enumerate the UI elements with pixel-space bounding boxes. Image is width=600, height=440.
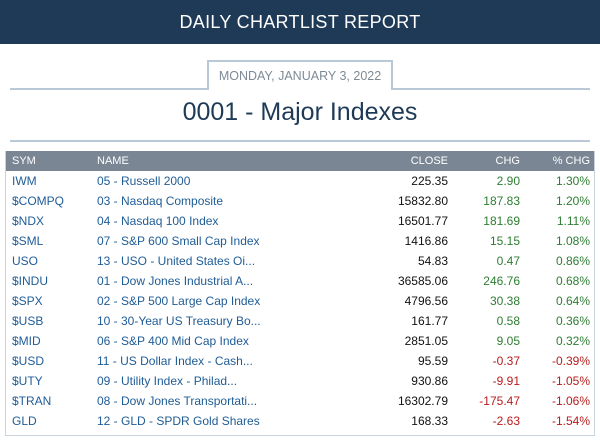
change-value: 0.47	[496, 254, 520, 268]
table-row[interactable]: IWM 05 - Russell 2000 225.35 2.90 1.30%	[6, 171, 594, 191]
symbol-link[interactable]: $UTY	[12, 374, 43, 388]
date-tab-bar: MONDAY, JANUARY 3, 2022	[10, 60, 590, 90]
close-value: 225.35	[411, 174, 448, 188]
table-body: IWM 05 - Russell 2000 225.35 2.90 1.30% $COMP…	[6, 171, 594, 431]
symbol-link[interactable]: USO	[12, 254, 39, 268]
symbol-link[interactable]: $USB	[12, 314, 44, 328]
percent-change-value: 0.36%	[555, 314, 590, 328]
percent-change-value: 0.32%	[555, 334, 590, 348]
symbol-link[interactable]: $MID	[12, 334, 41, 348]
name-link[interactable]: 03 - Nasdaq Composite	[97, 194, 224, 208]
change-value: -0.37	[492, 354, 520, 368]
report-header-title: DAILY CHARTLIST REPORT	[179, 11, 421, 32]
percent-change-value: 1.11%	[556, 214, 590, 228]
change-value: 15.15	[489, 234, 520, 248]
name-link[interactable]: 01 - Dow Jones Industrial A...	[97, 274, 254, 288]
change-value: -9.91	[492, 374, 520, 388]
close-value: 1416.86	[404, 234, 448, 248]
table-row[interactable]: $USD 11 - US Dollar Index - Cash... 95.59 -…	[6, 351, 594, 371]
symbol-link[interactable]: $USD	[12, 354, 45, 368]
symbol-link[interactable]: $INDU	[12, 274, 49, 288]
table-row[interactable]: $NDX 04 - Nasdaq 100 Index 16501.77 181.69 1…	[6, 211, 594, 231]
close-value: 54.83	[417, 254, 448, 268]
name-link[interactable]: 04 - Nasdaq 100 Index	[97, 214, 219, 228]
report-date: MONDAY, JANUARY 3, 2022	[206, 60, 394, 90]
close-value: 15832.80	[397, 194, 448, 208]
table-row[interactable]: $COMPQ 03 - Nasdaq Composite 15832.80 187.8…	[6, 191, 594, 211]
table-row[interactable]: $INDU 01 - Dow Jones Industrial A... 36585…	[6, 271, 594, 291]
change-value: 181.69	[483, 214, 520, 228]
table-row[interactable]: GLD 12 - GLD - SPDR Gold Shares 168.33 -2.6…	[6, 411, 594, 431]
percent-change-value: 0.68%	[555, 274, 590, 288]
name-link[interactable]: 09 - Utility Index - Philad...	[97, 374, 238, 388]
column-header-pct-chg[interactable]: % CHG	[552, 155, 590, 167]
symbol-link[interactable]: $TRAN	[12, 394, 52, 408]
close-value: 2851.05	[404, 334, 448, 348]
percent-change-value: -1.54%	[551, 414, 590, 428]
name-link[interactable]: 11 - US Dollar Index - Cash...	[97, 354, 253, 368]
change-value: 0.58	[496, 314, 520, 328]
name-link[interactable]: 06 - S&P 400 Mid Cap Index	[97, 334, 249, 348]
column-header-chg[interactable]: CHG	[495, 155, 520, 167]
percent-change-value: 0.86%	[555, 254, 590, 268]
page-title: 0001 - Major Indexes	[182, 98, 418, 126]
table-row[interactable]: $MID 06 - S&P 400 Mid Cap Index 2851.05 9.0…	[6, 331, 594, 351]
name-link[interactable]: 07 - S&P 600 Small Cap Index	[97, 234, 260, 248]
name-link[interactable]: 10 - 30-Year US Treasury Bo...	[97, 314, 261, 328]
symbol-link[interactable]: GLD	[12, 414, 37, 428]
table-row[interactable]: $USB 10 - 30-Year US Treasury Bo... 161.77…	[6, 311, 594, 331]
symbol-link[interactable]: IWM	[12, 174, 37, 188]
percent-change-value: 0.64%	[555, 294, 590, 308]
symbol-link[interactable]: $NDX	[12, 214, 45, 228]
percent-change-value: 1.30%	[555, 174, 590, 188]
chartlist-table: SYM NAME CLOSE CHG % CHG IWM 05 - Russell…	[5, 151, 595, 436]
percent-change-value: -1.05%	[551, 374, 590, 388]
title-divider	[10, 140, 590, 142]
close-value: 36585.06	[397, 274, 448, 288]
percent-change-value: 1.20%	[555, 194, 590, 208]
column-header-name[interactable]: NAME	[97, 155, 129, 167]
symbol-link[interactable]: $COMPQ	[12, 194, 65, 208]
table-row[interactable]: $SML 07 - S&P 600 Small Cap Index 1416.86 1…	[6, 231, 594, 251]
change-value: -175.47	[479, 394, 520, 408]
change-value: 30.38	[489, 294, 520, 308]
table-header-row: SYM NAME CLOSE CHG % CHG	[6, 151, 594, 171]
table-row[interactable]: USO 13 - USO - United States Oi... 54.83 0.…	[6, 251, 594, 271]
column-header-close[interactable]: CLOSE	[410, 155, 448, 167]
symbol-link[interactable]: $SPX	[12, 294, 43, 308]
symbol-link[interactable]: $SML	[12, 234, 44, 248]
close-value: 161.77	[411, 314, 448, 328]
table-row[interactable]: $TRAN 08 - Dow Jones Transportati... 16302…	[6, 391, 594, 411]
close-value: 95.59	[417, 354, 448, 368]
close-value: 930.86	[411, 374, 448, 388]
change-value: 187.83	[483, 194, 520, 208]
close-value: 16501.77	[397, 214, 448, 228]
column-header-sym[interactable]: SYM	[12, 155, 36, 167]
change-value: 2.90	[496, 174, 520, 188]
change-value: 9.05	[496, 334, 520, 348]
name-link[interactable]: 08 - Dow Jones Transportati...	[97, 394, 258, 408]
report-header: DAILY CHARTLIST REPORT	[0, 0, 600, 44]
change-value: 246.76	[483, 274, 520, 288]
name-link[interactable]: 02 - S&P 500 Large Cap Index	[97, 294, 261, 308]
table-row[interactable]: $UTY 09 - Utility Index - Philad... 930.86…	[6, 371, 594, 391]
close-value: 168.33	[411, 414, 448, 428]
table-row[interactable]: $SPX 02 - S&P 500 Large Cap Index 4796.56 3…	[6, 291, 594, 311]
name-link[interactable]: 05 - Russell 2000	[97, 174, 191, 188]
change-value: -2.63	[492, 414, 520, 428]
close-value: 4796.56	[404, 294, 448, 308]
percent-change-value: -1.06%	[551, 394, 590, 408]
close-value: 16302.79	[397, 394, 448, 408]
percent-change-value: 1.08%	[555, 234, 590, 248]
name-link[interactable]: 12 - GLD - SPDR Gold Shares	[97, 414, 260, 428]
percent-change-value: -0.39%	[551, 354, 590, 368]
name-link[interactable]: 13 - USO - United States Oi...	[97, 254, 256, 268]
